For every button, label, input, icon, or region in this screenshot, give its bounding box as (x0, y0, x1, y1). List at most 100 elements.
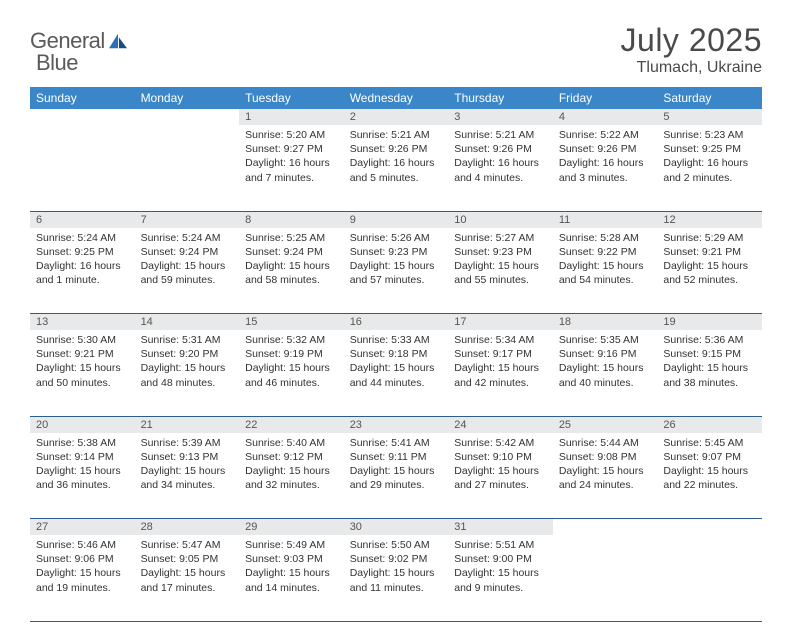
day-cell-body: Sunrise: 5:30 AMSunset: 9:21 PMDaylight:… (30, 330, 135, 394)
sunrise-line: Sunrise: 5:40 AM (245, 436, 338, 450)
day-cell: Sunrise: 5:50 AMSunset: 9:02 PMDaylight:… (344, 535, 449, 621)
daylight-line: Daylight: 15 hours and 44 minutes. (350, 361, 443, 389)
week-row: Sunrise: 5:24 AMSunset: 9:25 PMDaylight:… (30, 228, 762, 314)
sunset-line: Sunset: 9:02 PM (350, 552, 443, 566)
daylight-line: Daylight: 16 hours and 5 minutes. (350, 156, 443, 184)
day-number-cell: 30 (344, 519, 449, 536)
daylight-line: Daylight: 15 hours and 48 minutes. (141, 361, 234, 389)
day-cell-body: Sunrise: 5:46 AMSunset: 9:06 PMDaylight:… (30, 535, 135, 599)
day-number-cell: 7 (135, 211, 240, 228)
day-number-cell: 9 (344, 211, 449, 228)
day-number-cell: 19 (657, 314, 762, 331)
sunrise-line: Sunrise: 5:38 AM (36, 436, 129, 450)
sunrise-line: Sunrise: 5:28 AM (559, 231, 652, 245)
day-number-cell: 12 (657, 211, 762, 228)
day-cell-body: Sunrise: 5:50 AMSunset: 9:02 PMDaylight:… (344, 535, 449, 599)
month-title: July 2025 (621, 22, 762, 59)
daylight-line: Daylight: 16 hours and 2 minutes. (663, 156, 756, 184)
day-number-cell: 16 (344, 314, 449, 331)
day-number-cell: 26 (657, 416, 762, 433)
sunset-line: Sunset: 9:23 PM (350, 245, 443, 259)
sunrise-line: Sunrise: 5:44 AM (559, 436, 652, 450)
day-cell-body: Sunrise: 5:44 AMSunset: 9:08 PMDaylight:… (553, 433, 658, 497)
sunset-line: Sunset: 9:03 PM (245, 552, 338, 566)
daylight-line: Daylight: 15 hours and 32 minutes. (245, 464, 338, 492)
day-cell-body: Sunrise: 5:47 AMSunset: 9:05 PMDaylight:… (135, 535, 240, 599)
daylight-line: Daylight: 15 hours and 58 minutes. (245, 259, 338, 287)
day-number-cell: 8 (239, 211, 344, 228)
day-number-cell: 6 (30, 211, 135, 228)
sunset-line: Sunset: 9:24 PM (141, 245, 234, 259)
daylight-line: Daylight: 15 hours and 22 minutes. (663, 464, 756, 492)
daylight-line: Daylight: 15 hours and 14 minutes. (245, 566, 338, 594)
sunrise-line: Sunrise: 5:27 AM (454, 231, 547, 245)
day-cell-body: Sunrise: 5:45 AMSunset: 9:07 PMDaylight:… (657, 433, 762, 497)
day-cell-body: Sunrise: 5:24 AMSunset: 9:25 PMDaylight:… (30, 228, 135, 292)
day-cell-body: Sunrise: 5:26 AMSunset: 9:23 PMDaylight:… (344, 228, 449, 292)
day-number-cell: 23 (344, 416, 449, 433)
day-number-cell: 11 (553, 211, 658, 228)
daylight-line: Daylight: 15 hours and 34 minutes. (141, 464, 234, 492)
day-number-cell: 31 (448, 519, 553, 536)
sunrise-line: Sunrise: 5:29 AM (663, 231, 756, 245)
daylight-line: Daylight: 15 hours and 50 minutes. (36, 361, 129, 389)
day-number-cell: 24 (448, 416, 553, 433)
day-header: Wednesday (344, 87, 449, 109)
daylight-line: Daylight: 15 hours and 59 minutes. (141, 259, 234, 287)
day-header: Sunday (30, 87, 135, 109)
day-cell-body: Sunrise: 5:38 AMSunset: 9:14 PMDaylight:… (30, 433, 135, 497)
day-header: Friday (553, 87, 658, 109)
day-cell-body: Sunrise: 5:21 AMSunset: 9:26 PMDaylight:… (448, 125, 553, 189)
sunrise-line: Sunrise: 5:25 AM (245, 231, 338, 245)
day-cell-body: Sunrise: 5:20 AMSunset: 9:27 PMDaylight:… (239, 125, 344, 189)
sunset-line: Sunset: 9:22 PM (559, 245, 652, 259)
day-number-cell: 28 (135, 519, 240, 536)
day-number-cell: 17 (448, 314, 553, 331)
day-number-cell: 2 (344, 109, 449, 125)
sail-icon (107, 32, 129, 50)
brand-word2: Blue (36, 50, 78, 75)
day-header: Saturday (657, 87, 762, 109)
day-cell: Sunrise: 5:51 AMSunset: 9:00 PMDaylight:… (448, 535, 553, 621)
day-cell: Sunrise: 5:49 AMSunset: 9:03 PMDaylight:… (239, 535, 344, 621)
page-header: General July 2025 Tlumach, Ukraine (30, 22, 762, 77)
day-cell: Sunrise: 5:27 AMSunset: 9:23 PMDaylight:… (448, 228, 553, 314)
sunrise-line: Sunrise: 5:33 AM (350, 333, 443, 347)
day-cell: Sunrise: 5:23 AMSunset: 9:25 PMDaylight:… (657, 125, 762, 211)
sunrise-line: Sunrise: 5:42 AM (454, 436, 547, 450)
daylight-line: Daylight: 15 hours and 24 minutes. (559, 464, 652, 492)
day-cell-body: Sunrise: 5:41 AMSunset: 9:11 PMDaylight:… (344, 433, 449, 497)
sunrise-line: Sunrise: 5:50 AM (350, 538, 443, 552)
sunrise-line: Sunrise: 5:20 AM (245, 128, 338, 142)
day-number-cell (135, 109, 240, 125)
day-number-cell: 20 (30, 416, 135, 433)
day-header: Tuesday (239, 87, 344, 109)
daylight-line: Daylight: 15 hours and 40 minutes. (559, 361, 652, 389)
day-cell: Sunrise: 5:36 AMSunset: 9:15 PMDaylight:… (657, 330, 762, 416)
calendar-page: General July 2025 Tlumach, Ukraine Blue … (0, 0, 792, 642)
day-cell: Sunrise: 5:45 AMSunset: 9:07 PMDaylight:… (657, 433, 762, 519)
day-cell: Sunrise: 5:41 AMSunset: 9:11 PMDaylight:… (344, 433, 449, 519)
week-row: Sunrise: 5:30 AMSunset: 9:21 PMDaylight:… (30, 330, 762, 416)
sunrise-line: Sunrise: 5:26 AM (350, 231, 443, 245)
sunset-line: Sunset: 9:21 PM (36, 347, 129, 361)
day-number-cell: 10 (448, 211, 553, 228)
day-number-cell: 13 (30, 314, 135, 331)
day-cell (30, 125, 135, 211)
day-cell-body: Sunrise: 5:31 AMSunset: 9:20 PMDaylight:… (135, 330, 240, 394)
day-cell: Sunrise: 5:30 AMSunset: 9:21 PMDaylight:… (30, 330, 135, 416)
day-cell-body: Sunrise: 5:34 AMSunset: 9:17 PMDaylight:… (448, 330, 553, 394)
day-cell-body: Sunrise: 5:33 AMSunset: 9:18 PMDaylight:… (344, 330, 449, 394)
sunrise-line: Sunrise: 5:23 AM (663, 128, 756, 142)
day-cell: Sunrise: 5:25 AMSunset: 9:24 PMDaylight:… (239, 228, 344, 314)
day-number-cell: 29 (239, 519, 344, 536)
day-cell: Sunrise: 5:24 AMSunset: 9:25 PMDaylight:… (30, 228, 135, 314)
sunrise-line: Sunrise: 5:35 AM (559, 333, 652, 347)
day-cell: Sunrise: 5:20 AMSunset: 9:27 PMDaylight:… (239, 125, 344, 211)
day-cell: Sunrise: 5:24 AMSunset: 9:24 PMDaylight:… (135, 228, 240, 314)
daylight-line: Daylight: 16 hours and 4 minutes. (454, 156, 547, 184)
location-label: Tlumach, Ukraine (621, 59, 762, 77)
sunset-line: Sunset: 9:25 PM (36, 245, 129, 259)
calendar-body: 12345Sunrise: 5:20 AMSunset: 9:27 PMDayl… (30, 109, 762, 621)
daynum-row: 12345 (30, 109, 762, 125)
